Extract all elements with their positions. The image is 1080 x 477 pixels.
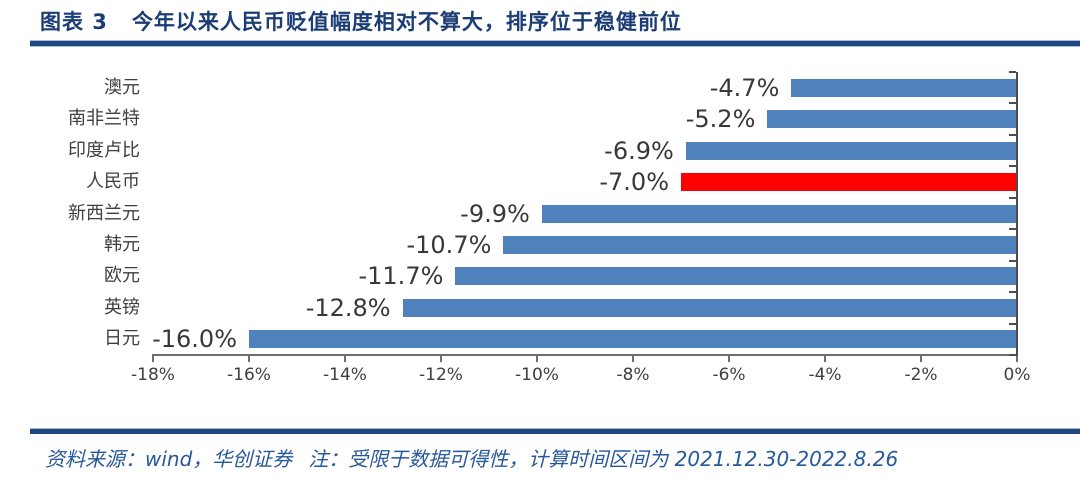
category-label: 日元: [104, 328, 140, 350]
x-tick: [920, 355, 922, 362]
highlight-bar: [681, 173, 1017, 192]
y-tick: [1009, 102, 1016, 105]
value-label: -7.0%: [599, 168, 669, 197]
figure-header: 图表 3 今年以来人民币贬值幅度相对不算大，排序位于稳健前位: [40, 6, 682, 36]
x-tick: [824, 355, 826, 362]
x-tick: [1016, 355, 1018, 362]
value-label: -9.9%: [460, 199, 530, 228]
bar: [402, 298, 1017, 317]
source-text: 资料来源：wind，华创证券: [45, 447, 293, 471]
x-tick: [152, 355, 154, 362]
footer-divider: [30, 428, 1080, 434]
y-tick: [1009, 322, 1016, 325]
value-label: -4.7%: [709, 73, 780, 102]
bar: [249, 330, 1017, 349]
figure-label: 图表 3: [40, 10, 108, 34]
x-axis-label: -12%: [419, 365, 463, 385]
category-label: 南非兰特: [68, 108, 140, 130]
y-axis-line: [1016, 72, 1018, 356]
x-axis-label: -18%: [131, 365, 175, 385]
x-axis-label: -16%: [227, 365, 271, 385]
value-label: -16.0%: [152, 325, 237, 354]
value-label: -6.9%: [604, 136, 674, 165]
bar: [503, 235, 1017, 254]
x-tick: [728, 355, 730, 362]
y-tick: [1009, 71, 1016, 73]
x-tick: [344, 355, 346, 362]
x-axis-label: -6%: [712, 365, 746, 385]
x-tick: [440, 355, 442, 362]
value-label: -12.8%: [305, 293, 391, 322]
y-tick: [1009, 354, 1016, 356]
value-label: -11.7%: [358, 262, 444, 291]
note-text: 注：受限于数据可得性，计算时间区间为 2021.12.30-2022.8.26: [308, 447, 899, 471]
bar: [791, 78, 1017, 97]
category-label: 英镑: [104, 296, 140, 318]
category-label: 欧元: [104, 265, 140, 287]
y-tick: [1009, 291, 1016, 294]
category-label: 澳元: [104, 76, 140, 98]
x-axis-label: -4%: [808, 365, 842, 385]
x-tick: [536, 355, 538, 362]
category-label: 韩元: [104, 233, 140, 255]
bar: [541, 204, 1017, 223]
x-axis-label: -10%: [515, 365, 559, 385]
value-label: -10.7%: [406, 230, 492, 259]
value-label: -5.2%: [685, 105, 756, 134]
x-axis-label: -2%: [904, 365, 938, 385]
x-axis-line: [152, 354, 1018, 356]
y-tick: [1009, 133, 1016, 136]
category-label: 新西兰元: [68, 202, 140, 224]
x-axis-label: 0%: [1003, 365, 1031, 385]
figure-footer: 资料来源：wind，华创证券 注：受限于数据可得性，计算时间区间为 2021.1…: [45, 443, 898, 472]
bar: [685, 141, 1017, 160]
x-tick: [632, 355, 634, 362]
figure-title: 今年以来人民币贬值幅度相对不算大，排序位于稳健前位: [131, 10, 682, 34]
y-tick: [1009, 228, 1016, 231]
y-tick: [1009, 165, 1016, 168]
bar: [767, 110, 1017, 129]
bar: [455, 267, 1017, 286]
title-divider: [30, 40, 1080, 47]
y-tick: [1009, 259, 1016, 262]
x-axis-label: -8%: [616, 365, 650, 385]
x-tick: [248, 355, 250, 362]
x-axis-label: -14%: [323, 365, 367, 385]
category-label: 印度卢比: [68, 139, 140, 161]
y-tick: [1009, 196, 1016, 199]
category-label: 人民币: [86, 171, 140, 193]
